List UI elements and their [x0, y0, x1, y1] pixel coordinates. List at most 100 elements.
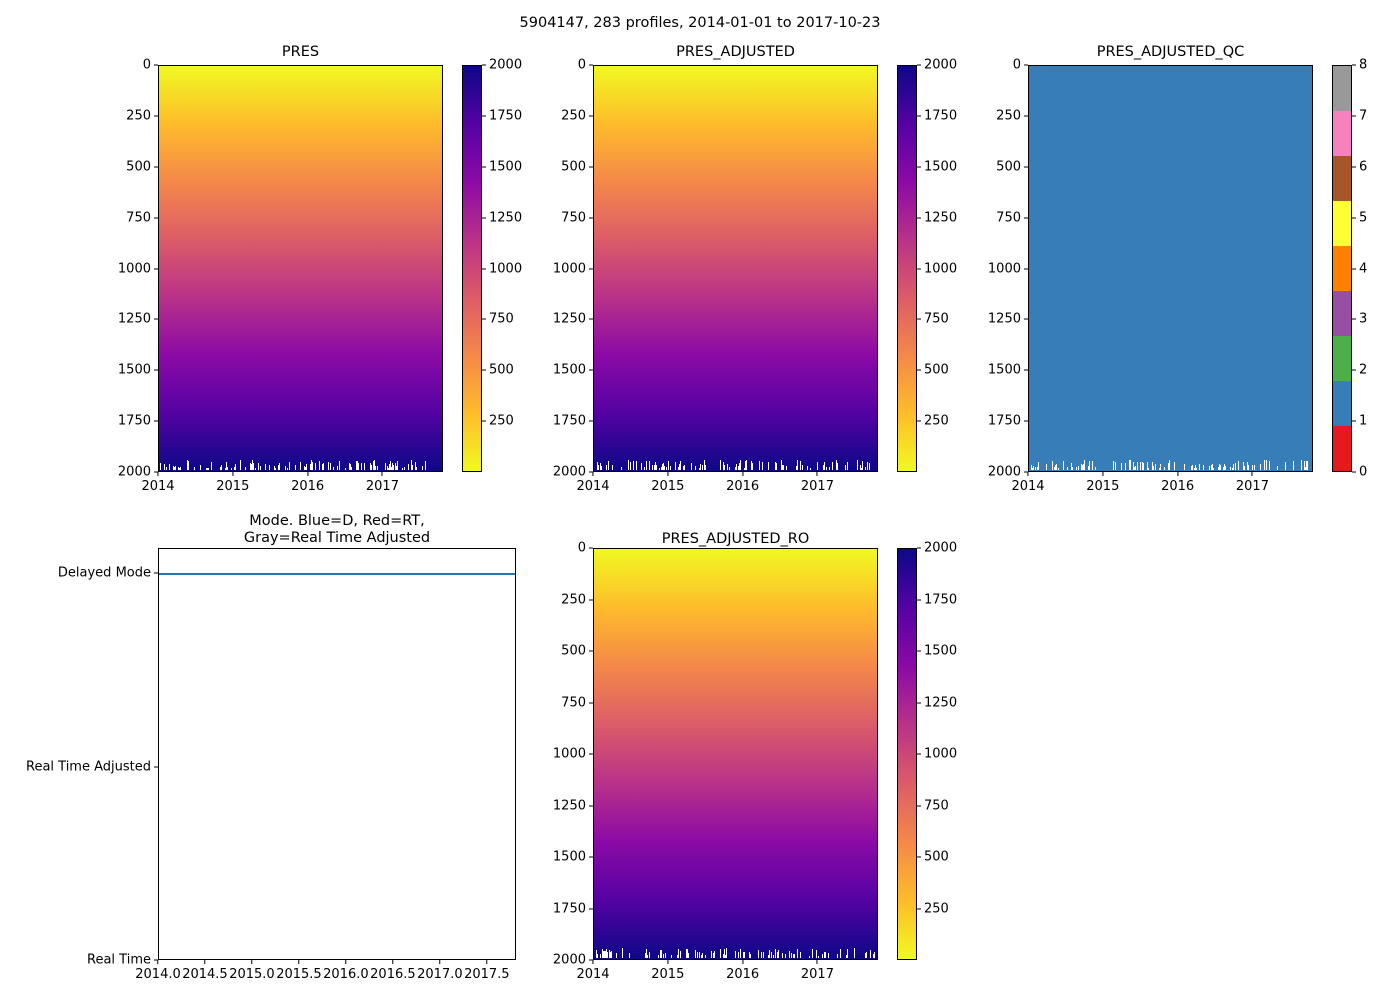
missing-data-speck [744, 468, 746, 470]
tick-label: 250 [126, 108, 158, 123]
missing-data-speck [1113, 461, 1115, 470]
qc-colorbar-ticks: 8 7 6 5 4 3 2 1 0 [1352, 58, 1392, 480]
missing-data-speck [663, 954, 665, 958]
tick-label: 1750 [118, 414, 158, 429]
missing-data-speck [789, 950, 791, 958]
missing-data-speck [821, 954, 823, 958]
missing-data-speck [1158, 467, 1160, 470]
qc-colorbar-segment [1333, 201, 1351, 246]
missing-data-speck [725, 955, 727, 958]
tick-label: 7 [1352, 108, 1367, 123]
missing-data-speck [646, 949, 648, 958]
tick-label: 2016 [726, 472, 759, 494]
missing-data-speck [800, 461, 802, 470]
missing-data-speck [597, 953, 599, 958]
tick-label: 2016 [291, 472, 324, 494]
missing-data-speck [221, 464, 223, 470]
missing-data-speck [723, 464, 725, 470]
missing-data-speck [1115, 461, 1117, 470]
missing-data-speck [275, 467, 277, 470]
missing-data-speck [667, 461, 669, 470]
missing-data-speck [322, 463, 324, 470]
missing-data-speck [823, 465, 825, 470]
missing-data-speck [825, 467, 827, 470]
missing-data-speck [1305, 461, 1307, 470]
missing-data-speck [720, 948, 722, 958]
missing-data-speck [1095, 466, 1097, 470]
tick-label: 2016 [726, 960, 759, 982]
missing-data-speck [630, 461, 632, 470]
missing-data-speck [239, 460, 241, 470]
missing-data-speck [207, 468, 209, 470]
tick-label: Delayed Mode [58, 566, 158, 581]
missing-data-speck [1153, 465, 1155, 470]
missing-data-speck [303, 466, 305, 470]
missing-data-speck [1304, 464, 1306, 470]
missing-data-speck [1082, 464, 1084, 470]
tick-label: 2015.5 [276, 960, 322, 982]
missing-data-speck [1247, 465, 1249, 470]
tick-label: 1000 [482, 261, 522, 276]
missing-data-speck [224, 467, 226, 470]
missing-data-speck [416, 466, 418, 470]
missing-data-speck [796, 948, 798, 958]
tick-label: 2014 [141, 472, 175, 494]
missing-data-speck [1174, 461, 1176, 470]
missing-data-speck [609, 949, 611, 958]
missing-data-speck [679, 464, 680, 470]
missing-data-speck [1037, 466, 1039, 470]
missing-data-speck [389, 461, 391, 470]
missing-data-speck [186, 460, 188, 470]
missing-data-speck [1183, 464, 1185, 470]
qc-colorbar-segment [1333, 246, 1351, 291]
missing-data-speck [1139, 461, 1141, 470]
missing-data-speck [767, 954, 769, 958]
missing-data-speck [627, 464, 629, 470]
missing-data-speck [774, 462, 776, 470]
tick-label: 2014.0 [135, 960, 181, 982]
missing-data-speck [699, 952, 701, 958]
missing-data-speck [808, 955, 810, 958]
missing-data-speck [606, 952, 608, 958]
missing-data-speck [401, 467, 403, 470]
missing-data-speck [665, 466, 667, 470]
missing-data-speck [1203, 465, 1205, 470]
missing-data-speck [683, 467, 685, 470]
missing-data-speck [705, 464, 707, 470]
tick-label: 1000 [118, 261, 158, 276]
pres-adjusted-qc-x-axis: 2014 2015 2016 2017 [1011, 472, 1313, 494]
missing-data-speck [180, 466, 182, 470]
tick-label: 1500 [917, 159, 957, 174]
tick-label: 1500 [917, 644, 957, 659]
missing-data-speck [836, 954, 838, 958]
tick-label: 750 [996, 210, 1028, 225]
tick-label: 1 [1352, 414, 1367, 429]
tick-label: 2000 [553, 465, 593, 480]
missing-data-speck [309, 464, 311, 470]
tick-label: 0 [1352, 465, 1367, 480]
pres-adjusted-ro-colorbar-ticks: 2000 1750 1500 1250 1000 750 500 250 [917, 541, 977, 960]
missing-data-speck [179, 467, 181, 470]
missing-data-speck [1032, 465, 1034, 470]
missing-data-speck [1031, 467, 1033, 470]
missing-data-speck [397, 461, 399, 470]
missing-data-speck [188, 460, 190, 470]
tick-label: 2000 [118, 465, 158, 480]
missing-data-speck [606, 948, 608, 958]
tick-label: 500 [126, 159, 158, 174]
missing-data-speck [1210, 465, 1212, 470]
tick-label: 1000 [917, 747, 957, 762]
tick-label: 1500 [482, 159, 522, 174]
missing-data-speck [304, 466, 306, 470]
missing-data-speck [349, 463, 351, 470]
missing-data-speck [649, 952, 651, 958]
missing-data-speck [622, 948, 624, 958]
missing-data-speck [602, 950, 604, 958]
missing-data-speck [652, 467, 653, 470]
pres-adjusted-qc-heatmap [1028, 65, 1313, 472]
tick-label: 500 [561, 644, 593, 659]
missing-data-speck [691, 462, 693, 470]
missing-data-speck [684, 465, 686, 470]
missing-data-speck [1268, 461, 1270, 470]
missing-data-speck [796, 466, 798, 470]
